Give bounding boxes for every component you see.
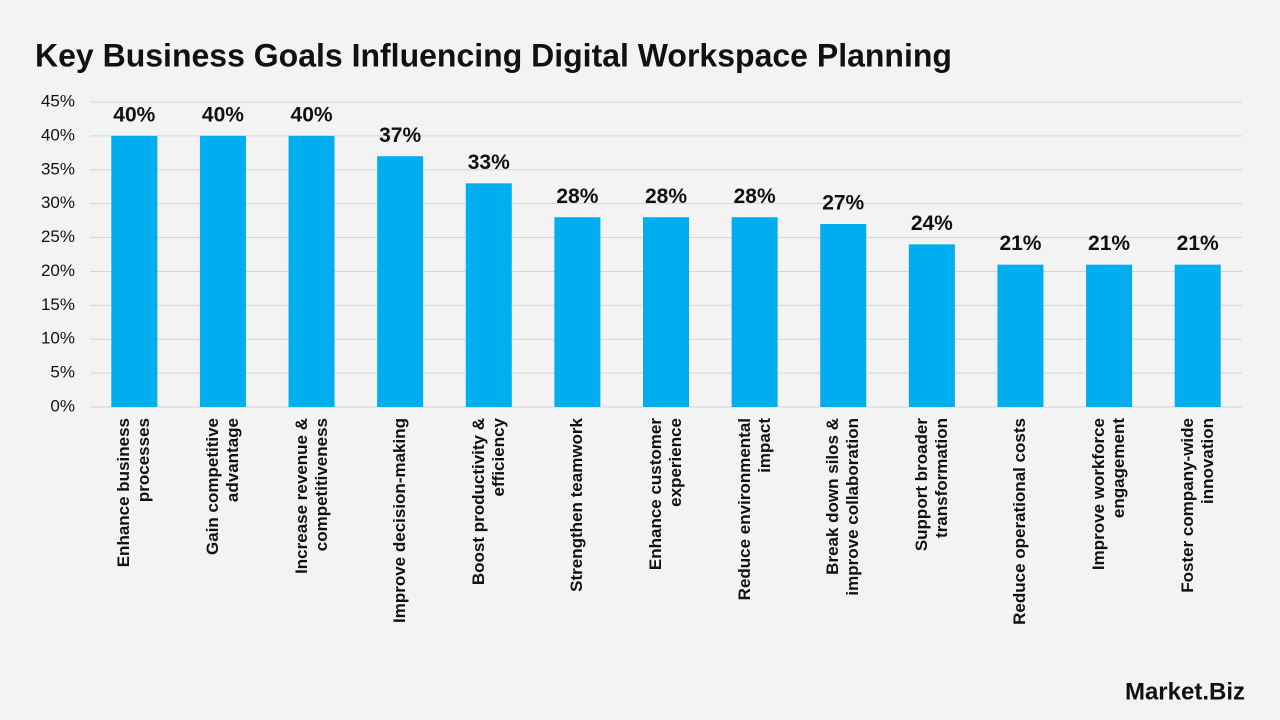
bar	[643, 217, 689, 407]
x-tick-label: Boost productivity & efficiency	[468, 418, 508, 586]
x-tick-label: Foster company-wide innovation	[1177, 418, 1217, 593]
data-label: 40%	[202, 103, 244, 126]
data-label: 40%	[291, 103, 333, 126]
y-tick-label: 30%	[41, 193, 75, 212]
bar	[1174, 264, 1221, 407]
data-label: 33%	[468, 151, 510, 174]
logo: Market.Biz	[1125, 678, 1245, 705]
bar	[199, 135, 246, 407]
bar	[554, 217, 601, 407]
data-label: 40%	[113, 103, 155, 126]
bar	[377, 156, 424, 407]
bar	[997, 264, 1044, 407]
x-tick-label: Strengthen teamwork	[567, 418, 587, 592]
bar	[908, 244, 955, 407]
data-label: 27%	[822, 192, 864, 215]
y-tick-label: 0%	[50, 396, 75, 415]
x-tick-label: Support broader transformation	[911, 418, 951, 552]
x-tick-label: Reduce operational costs	[1010, 418, 1030, 625]
data-label: 24%	[911, 212, 953, 235]
y-tick-label: 20%	[41, 261, 75, 280]
data-label: 28%	[645, 185, 687, 208]
data-label: 28%	[556, 185, 598, 208]
x-tick-label: Improve workforce engagement	[1089, 418, 1129, 571]
bar	[731, 217, 778, 407]
data-label: 28%	[734, 185, 776, 208]
bar	[820, 224, 867, 407]
chart-title: Key Business Goals Influencing Digital W…	[35, 37, 952, 73]
y-tick-label: 10%	[41, 329, 75, 348]
x-tick-label: Enhance business processes	[114, 418, 154, 568]
data-label: 37%	[379, 124, 421, 147]
bar	[465, 183, 512, 407]
x-tick-label: Reduce environmental impact	[734, 418, 774, 601]
y-tick-label: 15%	[41, 295, 75, 314]
bar	[111, 135, 158, 407]
x-tick-label: Break down silos & improve collaboration	[823, 418, 863, 596]
x-tick-label: Gain competitive advantage	[202, 418, 242, 555]
y-tick-label: 5%	[50, 363, 75, 382]
y-tick-label: 25%	[41, 227, 75, 246]
bar	[288, 135, 335, 407]
y-tick-label: 40%	[41, 125, 75, 144]
data-label: 21%	[1177, 232, 1219, 255]
bar	[1086, 264, 1133, 407]
data-label: 21%	[999, 232, 1041, 255]
y-tick-label: 45%	[41, 91, 75, 110]
y-tick-label: 35%	[41, 159, 75, 178]
x-tick-label: Improve decision-making	[390, 418, 410, 623]
data-label: 21%	[1088, 232, 1130, 255]
x-tick-label: Increase revenue & competitiveness	[291, 418, 331, 574]
x-tick-label: Enhance customer experience	[646, 418, 685, 571]
